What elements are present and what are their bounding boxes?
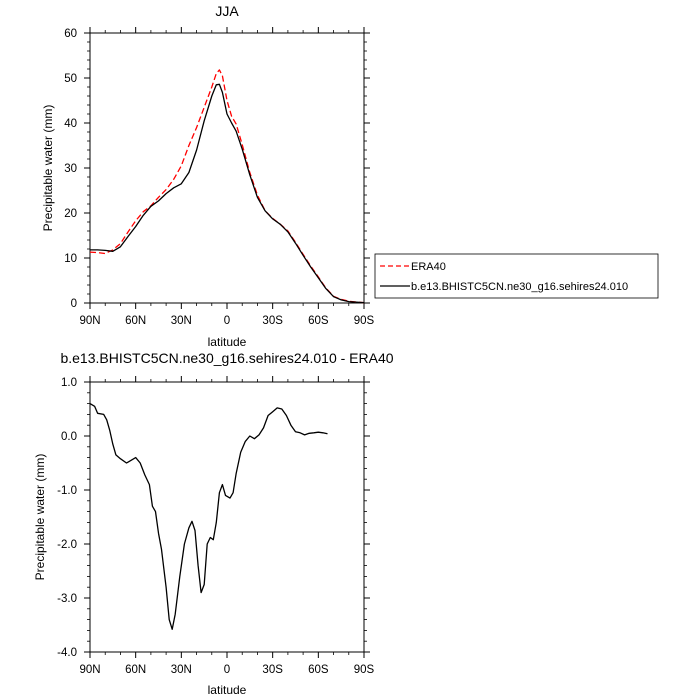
bottom-x-tick-label: 60N: [125, 664, 146, 676]
bottom-x-tick-label: 90N: [79, 664, 100, 676]
top-y-tick-label: 50: [64, 73, 77, 85]
bottom-y-tick-label: -2.0: [57, 539, 77, 551]
bottom-chart-title: b.e13.BHISTC5CN.ne30_g16.sehires24.010 -…: [60, 350, 393, 366]
top-chart-title: JJA: [215, 3, 239, 19]
bottom-plot-frame: [89, 381, 365, 653]
top-x-tick-label: 30N: [171, 315, 192, 327]
top-y-tick-label: 20: [64, 208, 77, 220]
top-x-axis-label: latitude: [208, 335, 247, 349]
bottom-x-tick-label: 60S: [308, 664, 329, 676]
bottom-y-tick-label: -4.0: [57, 647, 77, 659]
bottom-line-series-0: [89, 403, 328, 630]
top-x-axis: 90N 60N 30N 0 30S 60S 90S: [79, 27, 375, 327]
top-x-tick-label: 90N: [79, 315, 100, 327]
top-y-tick-label: 10: [64, 253, 77, 265]
bottom-y-tick-label: -3.0: [57, 593, 77, 605]
bottom-x-tick-label: 30S: [262, 664, 283, 676]
top-y-tick-label: 60: [64, 28, 77, 40]
bottom-x-axis-label: latitude: [208, 683, 247, 697]
top-line-era40: [89, 69, 365, 304]
bottom-x-axis: 90N 60N 30N 0 30S 60S 90S: [79, 376, 375, 676]
bottom-y-axis-label: Precipitable water (mm): [33, 454, 47, 581]
top-x-tick-label: 60N: [125, 315, 146, 327]
bottom-y-tick-label: 0.0: [61, 431, 77, 443]
top-x-tick-label: 90S: [354, 315, 375, 327]
top-panel: JJA 0 10 20 30 40 50 60 90N 60N 30N 0 30S 60S 90S la…: [41, 3, 375, 349]
top-plot-frame: [89, 32, 365, 304]
bottom-series-layer: [89, 403, 328, 630]
legend: ERA40 b.e13.BHISTC5CN.ne30_g16.sehires24…: [374, 253, 659, 299]
legend-label-model: b.e13.BHISTC5CN.ne30_g16.sehires24.010: [411, 281, 628, 293]
bottom-panel: b.e13.BHISTC5CN.ne30_g16.sehires24.010 -…: [33, 350, 394, 697]
bottom-x-tick-label: 90S: [354, 664, 375, 676]
top-y-axis-label: Precipitable water (mm): [41, 105, 55, 232]
bottom-y-tick-label: -1.0: [57, 485, 77, 497]
top-x-tick-label: 30S: [262, 315, 283, 327]
legend-box: [374, 253, 659, 299]
top-series-layer: [89, 69, 365, 304]
top-y-tick-label: 30: [64, 163, 77, 175]
legend-label-era40: ERA40: [411, 261, 446, 273]
bottom-x-tick-label: 30N: [171, 664, 192, 676]
bottom-y-tick-label: 1.0: [61, 377, 77, 389]
top-y-axis: 0 10 20 30 40 50 60: [64, 28, 370, 310]
top-y-tick-label: 40: [64, 118, 77, 130]
top-line-b-e13-bhistc5cn-ne30-g16-sehires24-010: [90, 83, 365, 304]
bottom-y-axis: 1.0 0.0 -1.0 -2.0 -3.0 -4.0: [57, 377, 370, 659]
top-y-tick-label: 0: [71, 298, 77, 310]
bottom-x-tick-label: 0: [224, 664, 230, 676]
top-x-tick-label: 60S: [308, 315, 329, 327]
top-x-tick-label: 0: [224, 315, 230, 327]
